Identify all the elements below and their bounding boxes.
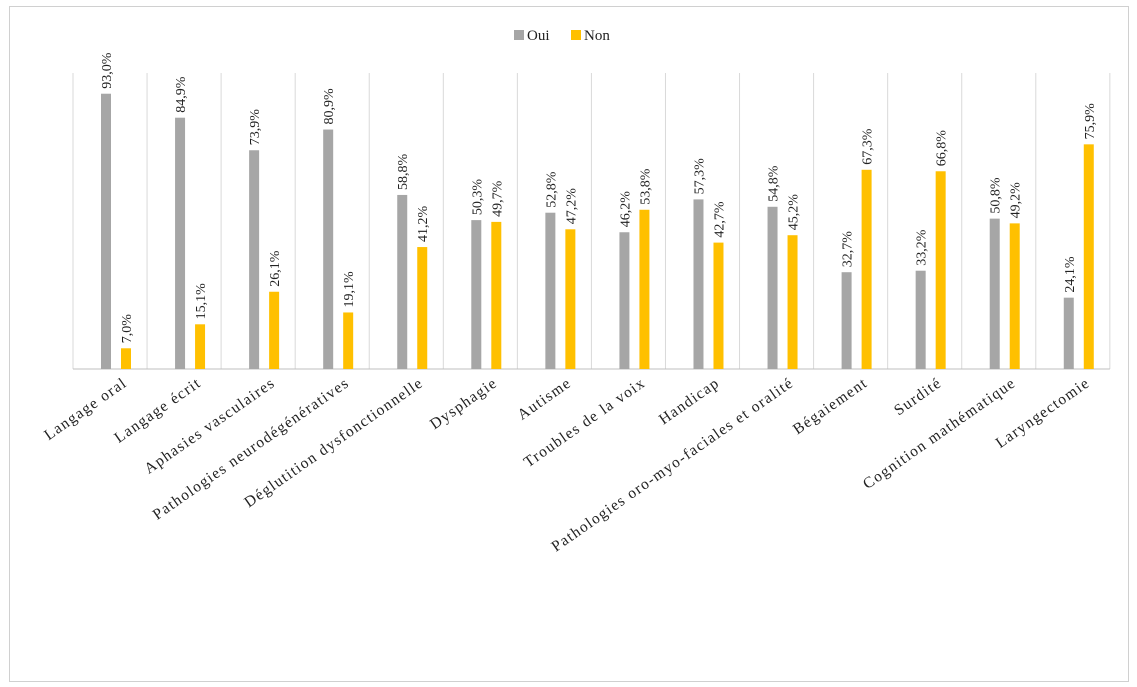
bar-oui	[841, 272, 852, 369]
data-label-non: 53,8%	[638, 168, 653, 205]
bar-non	[343, 312, 354, 369]
bar-non	[935, 171, 946, 369]
bar-oui	[471, 220, 482, 369]
data-label-non: 49,2%	[1009, 182, 1024, 219]
category-label: Dysphagie	[427, 374, 501, 433]
bar-oui	[619, 232, 630, 369]
bar-non	[269, 291, 280, 369]
data-label-oui: 73,9%	[248, 109, 263, 146]
bar-non	[1009, 223, 1020, 369]
bar-oui	[693, 199, 704, 369]
data-label-non: 45,2%	[787, 194, 802, 231]
data-label-oui: 57,3%	[692, 158, 707, 195]
bar-oui	[101, 93, 111, 369]
data-label-oui: 50,8%	[989, 177, 1004, 214]
bar-non	[417, 247, 428, 369]
data-label-non: 42,7%	[712, 201, 727, 238]
data-label-oui: 93,0%	[100, 52, 115, 89]
data-label-oui: 50,3%	[470, 179, 485, 216]
bar-non	[713, 242, 724, 369]
data-label-non: 66,8%	[935, 130, 950, 167]
data-label-oui: 33,2%	[915, 229, 930, 266]
legend-label-oui: Oui	[527, 28, 550, 44]
data-label-non: 15,1%	[194, 283, 209, 320]
data-label-oui: 80,9%	[322, 88, 337, 125]
bar-oui	[175, 117, 186, 369]
category-label: Surdité	[891, 374, 945, 419]
data-label-non: 49,7%	[490, 180, 505, 217]
category-label: Troubles de la voix	[521, 374, 649, 471]
bar-non	[639, 209, 650, 369]
bar-non	[121, 348, 131, 369]
data-label-non: 26,1%	[268, 250, 283, 287]
bar-non	[787, 235, 798, 369]
data-label-oui: 46,2%	[618, 191, 633, 228]
category-label: Cognition mathématique	[860, 374, 1019, 492]
bar-non	[491, 221, 502, 369]
legend-swatch-oui	[514, 30, 524, 40]
data-label-non: 75,9%	[1083, 103, 1098, 140]
category-label: Handicap	[656, 374, 723, 428]
bar-oui	[915, 270, 926, 369]
data-label-oui: 58,8%	[396, 153, 411, 190]
data-label-oui: 24,1%	[1063, 256, 1078, 293]
data-label-non: 19,1%	[342, 271, 357, 308]
bar-oui	[249, 150, 260, 369]
bar-non	[565, 229, 576, 369]
bar-oui	[323, 129, 334, 369]
category-label: Aphasies vasculaires	[141, 374, 278, 477]
bar-oui	[397, 194, 408, 369]
legend: Oui Non	[514, 28, 610, 44]
data-label-oui: 54,8%	[767, 165, 782, 202]
bar-oui	[989, 218, 1000, 369]
data-label-oui: 52,8%	[544, 171, 559, 208]
category-label: Autisme	[514, 374, 574, 423]
bar-oui	[767, 206, 778, 369]
bar-non	[1083, 144, 1094, 369]
bar-oui	[545, 212, 556, 369]
legend-label-non: Non	[584, 28, 610, 44]
bar-oui	[1063, 297, 1074, 369]
data-label-non: 7,0%	[120, 314, 135, 344]
data-label-oui: 84,9%	[174, 76, 189, 113]
data-label-non: 41,2%	[416, 206, 431, 243]
data-label-non: 47,2%	[564, 188, 579, 225]
bar-non	[861, 169, 872, 369]
legend-swatch-non	[571, 30, 581, 40]
data-label-oui: 32,7%	[841, 231, 856, 268]
category-label: Bégaiement	[790, 374, 871, 438]
bar-chart: Oui Non 93,0%7,0%Langage oral84,9%15,1%L…	[41, 28, 1111, 555]
data-label-non: 67,3%	[861, 128, 876, 165]
bar-non	[195, 324, 206, 369]
chart-frame: Oui Non 93,0% 7,0% Langage oral 84,9% 15,1% L…	[9, 6, 1129, 682]
